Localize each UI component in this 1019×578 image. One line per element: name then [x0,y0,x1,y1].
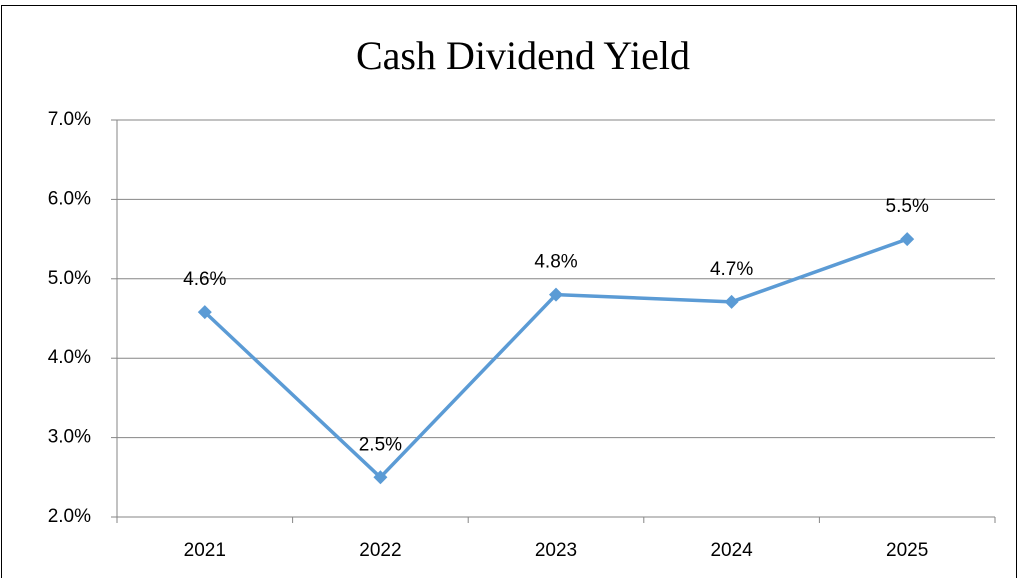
x-tick-label: 2021 [184,540,226,561]
data-marker [373,470,388,485]
y-tick-label: 7.0% [48,109,91,130]
y-tick-label: 6.0% [48,188,91,209]
x-tick-label: 2025 [886,540,928,561]
x-tick-label: 2022 [359,540,401,561]
y-tick-label: 4.0% [48,347,91,368]
data-marker [197,305,212,320]
data-label: 2.5% [359,434,402,455]
x-tick-label: 2023 [535,540,577,561]
data-label: 5.5% [886,196,929,217]
x-tick-label: 2024 [710,540,753,561]
y-tick-label: 5.0% [48,268,91,289]
chart-border [1,5,1017,578]
data-marker [549,287,563,302]
data-marker [724,294,739,309]
data-label: 4.8% [534,252,577,273]
chart-title: Cash Dividend Yield [356,33,690,78]
data-label: 4.7% [710,259,753,280]
y-tick-label: 2.0% [48,506,91,527]
y-tick-label: 3.0% [48,427,91,448]
data-label: 4.6% [183,269,226,290]
data-marker [900,232,915,247]
